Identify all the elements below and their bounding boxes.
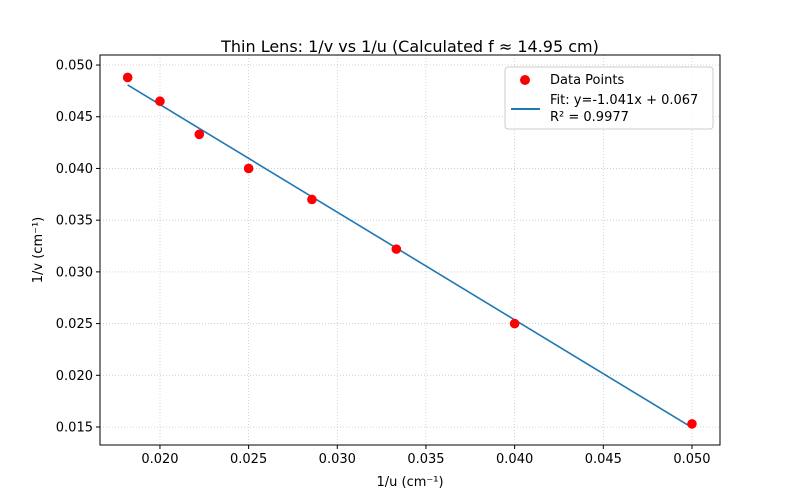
- x-tick-label: 0.020: [141, 452, 178, 467]
- y-tick-label: 0.035: [56, 214, 93, 229]
- y-tick-label: 0.025: [56, 317, 93, 332]
- x-tick-label: 0.030: [319, 452, 356, 467]
- y-tick-label: 0.045: [56, 110, 93, 125]
- axes-frame: [99, 54, 721, 446]
- legend-label-data-points: Data Points: [550, 73, 624, 88]
- grid: [100, 55, 720, 445]
- data-point: [194, 129, 205, 140]
- data-point: [122, 72, 133, 83]
- y-tick-label: 0.040: [56, 162, 93, 177]
- data-point: [509, 318, 520, 329]
- x-axis-label: 1/u (cm⁻¹): [376, 475, 443, 490]
- data-point: [155, 96, 165, 107]
- y-tick-label: 0.015: [56, 421, 93, 436]
- legend-label-fit: Fit: y=-1.041x + 0.067: [550, 93, 698, 108]
- data-point: [307, 194, 317, 205]
- data-point: [687, 419, 697, 429]
- x-tick-label: 0.040: [496, 452, 533, 467]
- x-tick-label: 0.035: [407, 452, 444, 467]
- y-axis-label: 1/v (cm⁻¹): [31, 217, 46, 284]
- legend-box: [504, 66, 714, 130]
- y-tick-label: 0.020: [56, 369, 93, 384]
- ticks: 0.020 0.025 0.030 0.035 0.040 0.045 0.050 0.015…: [56, 59, 711, 467]
- legend-marker-data-points: [520, 75, 530, 85]
- y-tick-label: 0.050: [56, 59, 93, 74]
- data-point: [391, 244, 402, 254]
- legend-label-r-squared: R² = 0.9977: [550, 110, 629, 125]
- x-tick-label: 0.045: [585, 452, 622, 467]
- x-tick-label: 0.050: [673, 452, 710, 467]
- data-point: [243, 163, 254, 174]
- y-tick-label: 0.030: [56, 265, 93, 280]
- plot-marks: [122, 72, 697, 429]
- chart-title: Thin Lens: 1/v vs 1/u (Calculated f ≈ 14…: [220, 37, 599, 56]
- x-tick-label: 0.025: [230, 452, 267, 467]
- fit-line: [127, 84, 693, 429]
- legend: Data Points Fit: y=-1.041x + 0.067 R² = …: [504, 66, 714, 130]
